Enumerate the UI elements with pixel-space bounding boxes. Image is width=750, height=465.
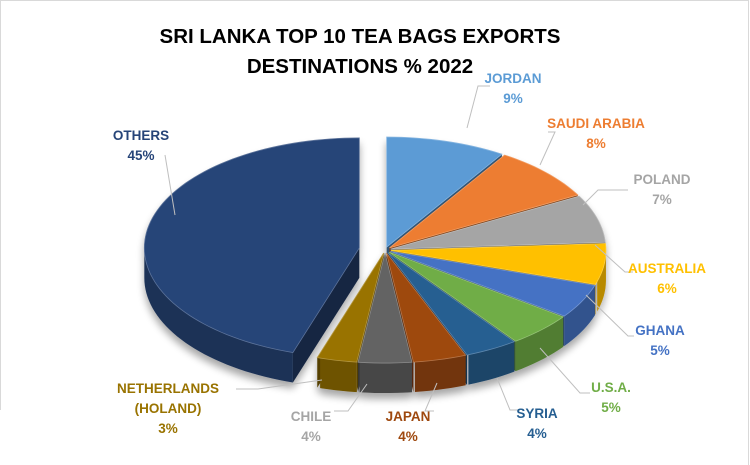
slice-value-chile: 4% — [301, 429, 321, 444]
slice-label-poland: POLAND — [634, 172, 691, 187]
slice-top-face — [387, 252, 516, 356]
slice-label-chile: CHILE — [291, 409, 332, 424]
pie-slice-japan — [386, 252, 467, 393]
frame-top-border — [0, 0, 748, 1]
slice-value-netherlands-holand: 3% — [158, 421, 178, 436]
leader-line — [496, 377, 520, 411]
slice-side-wall — [292, 247, 360, 383]
leader-line — [164, 154, 176, 216]
slice-rim — [359, 362, 412, 394]
slice-label-syria: SYRIA — [516, 406, 558, 421]
chart-title-line-2: DESTINATIONS % 2022 — [246, 55, 474, 78]
slice-top-face — [390, 250, 596, 317]
slice-top-face — [143, 137, 360, 353]
leader-line — [466, 85, 490, 129]
slice-rim — [564, 285, 595, 347]
data-labels: JORDAN 9% SAUDI ARABIA 8% POLAND 7% AUSTRALIA 6… — [113, 71, 706, 444]
pie-slices — [143, 136, 607, 394]
slice-value-saudi-arabia: 8% — [586, 136, 606, 151]
slice-top-face — [389, 154, 579, 249]
slice-top-face — [390, 243, 607, 285]
slice-value-ghana: 5% — [650, 343, 670, 358]
slice-top-face — [316, 252, 385, 363]
slice-value-jordan: 9% — [503, 91, 523, 106]
slice-label-u-s-a: U.S.A. — [591, 380, 631, 395]
slice-label-netherlands-holand: NETHERLANDS — [117, 381, 219, 396]
slice-top-face — [357, 252, 413, 364]
slice-value-u-s-a: 5% — [601, 400, 621, 415]
leader-line — [424, 382, 438, 412]
slice-top-face — [390, 195, 606, 250]
slice-value-australia: 6% — [657, 281, 677, 296]
slice-top-face — [386, 136, 503, 248]
slice-value-syria: 4% — [527, 426, 547, 441]
slice-label-australia: AUSTRALIA — [628, 261, 706, 276]
frame-left-border — [0, 0, 1, 410]
pie-slice-chile — [357, 252, 413, 394]
slice-label-jordan: JORDAN — [484, 71, 541, 86]
slice-rim — [320, 358, 357, 393]
leader-line — [585, 294, 634, 337]
slice-rim — [515, 316, 564, 372]
slice-rim — [144, 247, 293, 383]
slice-label-japan: JAPAN — [386, 409, 431, 424]
slice-label-saudi-arabia: SAUDI ARABIA — [547, 116, 645, 131]
leader-line — [236, 379, 323, 390]
chart-title: SRI LANKA TOP 10 TEA BAGS EXPORTS DESTIN… — [140, 22, 580, 82]
slice-label-others: OTHERS — [113, 128, 169, 143]
chart-title-line-1: SRI LANKA TOP 10 TEA BAGS EXPORTS — [159, 25, 561, 48]
leader-line — [539, 347, 590, 394]
pie-slice-others — [143, 137, 360, 383]
slice-top-face — [386, 252, 467, 363]
leader-line — [539, 131, 556, 166]
slice-label-ghana: GHANA — [635, 323, 685, 338]
slice-value-poland: 7% — [652, 192, 672, 207]
slice-rim — [414, 355, 466, 393]
slice-label-netherlands-holand: (HOLAND) — [135, 401, 202, 416]
leader-line — [582, 189, 628, 206]
leader-line — [594, 244, 633, 273]
slice-value-others: 45% — [127, 148, 154, 163]
slice-value-japan: 4% — [398, 429, 418, 444]
leader-line — [334, 383, 368, 412]
slice-top-face — [389, 251, 565, 342]
frame-right-border — [748, 0, 749, 465]
